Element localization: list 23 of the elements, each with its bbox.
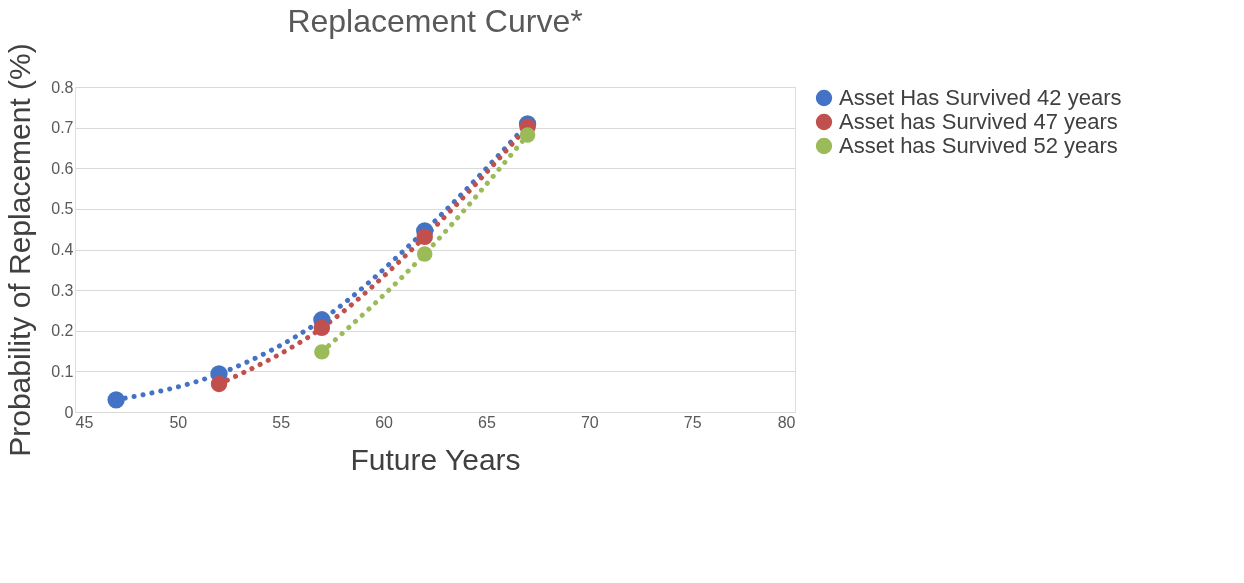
x-tick-label: 60	[375, 413, 394, 431]
y-tick-label: 0.3	[51, 281, 74, 299]
x-tick-label: 65	[478, 413, 496, 431]
chart-title: Replacement Curve*	[287, 2, 583, 39]
y-axis-title: Probability of Replacement (%)	[3, 43, 37, 457]
y-tick-label: 0.6	[51, 159, 74, 177]
y-tick-label: 0.7	[51, 119, 74, 137]
x-tick-label: 70	[580, 413, 599, 431]
legend-label: Asset has Survived 47 years	[839, 109, 1118, 134]
x-tick-label: 45	[75, 413, 94, 431]
legend-label: Asset has Survived 52 years	[839, 133, 1118, 158]
y-tick-label: 0.8	[51, 78, 74, 96]
y-tick-label: 0.1	[51, 362, 74, 380]
y-tick-label: 0.2	[51, 322, 74, 340]
legend-label: Asset Has Survived 42 years	[839, 85, 1122, 110]
x-tick-label: 80	[777, 413, 796, 431]
y-tick-label: 0.4	[51, 241, 74, 258]
y-tick-label: 0.5	[51, 200, 74, 218]
x-tick-label: 55	[272, 413, 291, 431]
x-tick-label: 75	[683, 413, 702, 431]
y-tick-label: 0	[64, 403, 74, 421]
x-tick-label: 50	[169, 413, 188, 431]
x-axis-title: Future Years	[350, 442, 521, 476]
